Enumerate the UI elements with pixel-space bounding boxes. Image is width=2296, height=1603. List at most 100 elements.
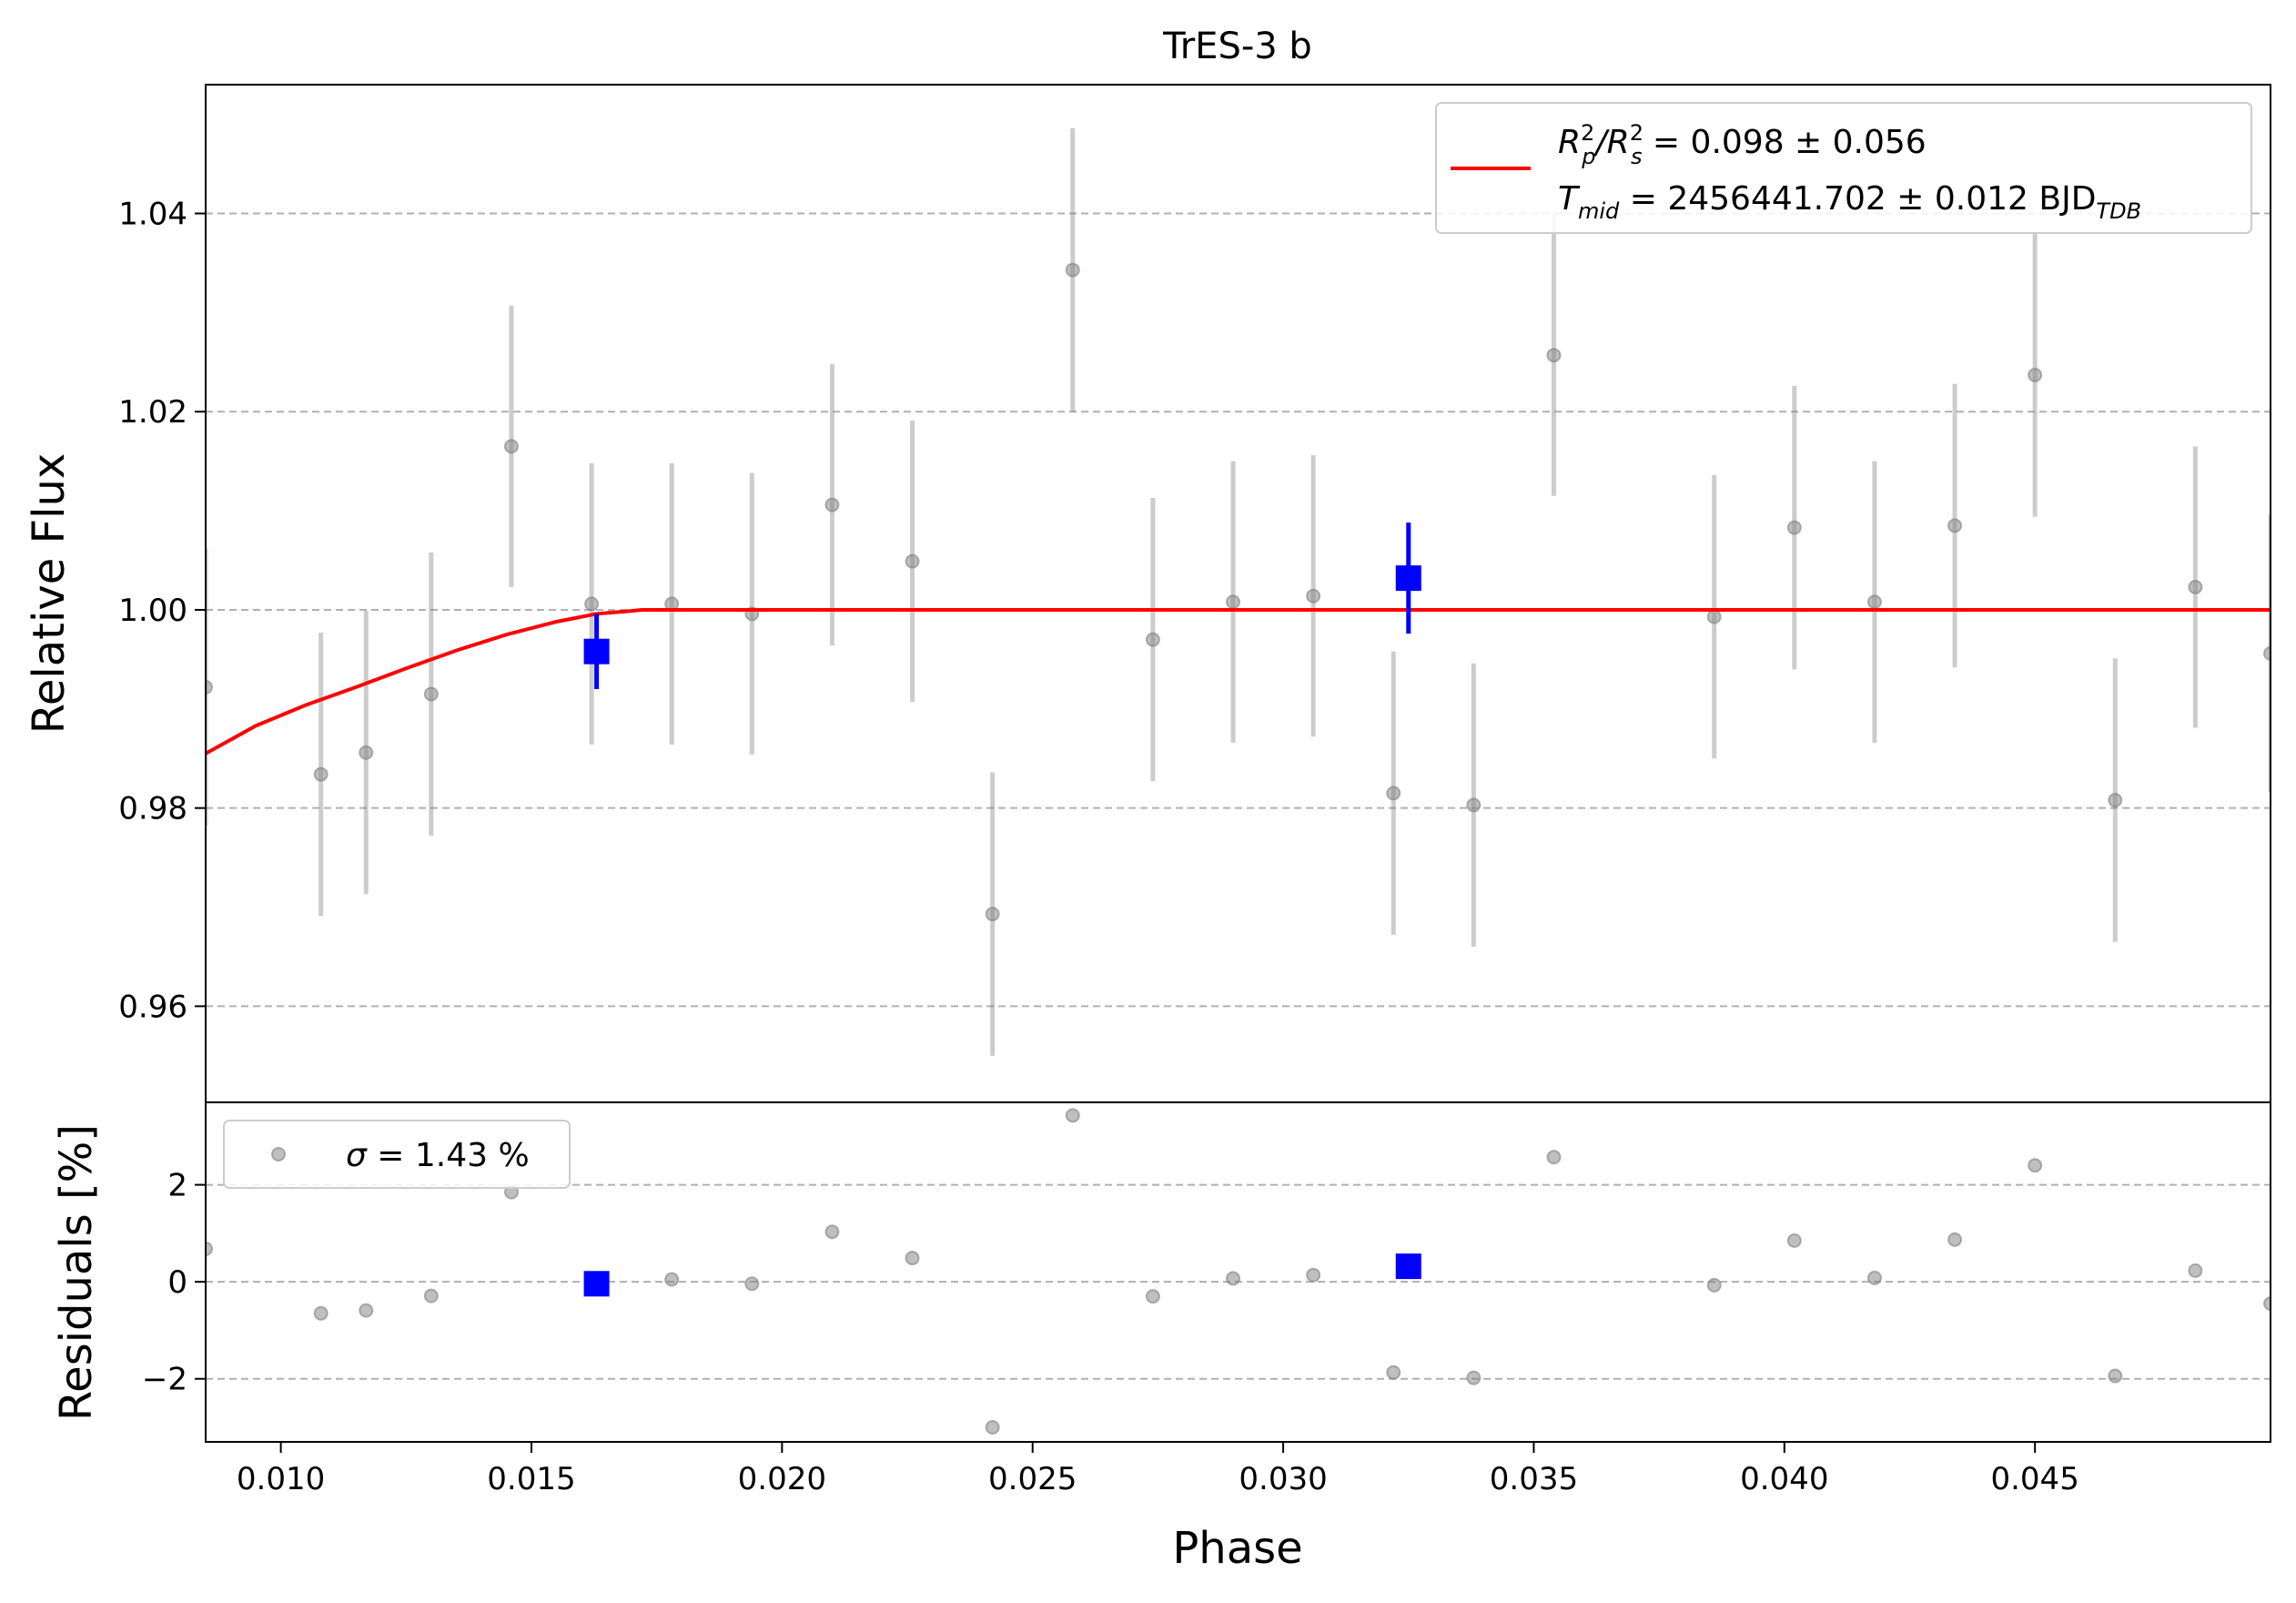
binned-point xyxy=(1395,565,1421,592)
data-point xyxy=(1466,797,1482,813)
residual-point xyxy=(359,1303,374,1318)
residual-legend-value: = 1.43 % xyxy=(367,1137,530,1174)
residual-point xyxy=(2028,1158,2043,1173)
residual-point xyxy=(824,1224,840,1240)
data-point xyxy=(1306,588,1321,604)
main-y-axis-label: Relative Flux xyxy=(24,453,75,735)
legend-depth-text: R2 p/R2 s = 0.098 ± 0.056 xyxy=(1558,120,1927,169)
main-y-axis: 0.96 0.98 1.00 1.02 1.04 xyxy=(118,197,206,1025)
residual-point xyxy=(1786,1233,1802,1248)
residual-point xyxy=(423,1288,439,1304)
x-tick-label: 0.015 xyxy=(487,1461,575,1497)
x-tick-label: 0.045 xyxy=(1990,1461,2079,1497)
phase-x-axis: 0.010 0.015 0.020 0.025 0.030 0.035 0.040 0.045 xyxy=(237,1442,2079,1497)
residual-legend-text: σ = 1.43 % xyxy=(346,1137,530,1174)
data-point xyxy=(359,745,374,760)
main-plot-area xyxy=(206,127,2271,1056)
legend-depth-rp-sub: p xyxy=(1581,144,1595,169)
legend-depth-rs-sub: s xyxy=(1631,144,1643,169)
residual-point xyxy=(985,1420,1000,1436)
data-point xyxy=(2108,792,2123,807)
data-point xyxy=(985,907,1000,922)
residual-panel-frame xyxy=(205,1101,2271,1443)
residual-point xyxy=(744,1276,760,1292)
data-point xyxy=(824,497,840,512)
residual-point xyxy=(905,1251,920,1266)
residual-point xyxy=(1225,1271,1240,1286)
data-point xyxy=(1706,609,1722,624)
residual-point xyxy=(313,1305,329,1321)
data-point xyxy=(1786,520,1802,535)
residual-binned-point xyxy=(583,1271,610,1297)
x-tick-label: 0.040 xyxy=(1740,1461,1828,1497)
residual-legend: σ = 1.43 % xyxy=(223,1120,571,1189)
main-legend: R2 p/R2 s = 0.098 ± 0.056 Tmid = 2456441.7… xyxy=(1435,102,2252,234)
residual-y-axis-label: Residuals [%] xyxy=(51,1124,102,1421)
main-y-tick-label: 1.04 xyxy=(118,197,187,233)
residual-binned-point xyxy=(1395,1253,1421,1280)
residual-point xyxy=(1145,1289,1160,1304)
x-tick-label: 0.035 xyxy=(1490,1461,1578,1497)
main-legend-box xyxy=(1435,102,2252,234)
residual-point xyxy=(2263,1296,2271,1312)
residual-point xyxy=(1866,1270,1882,1285)
residual-point xyxy=(2108,1368,2123,1384)
data-point xyxy=(2188,579,2203,594)
residual-point xyxy=(1306,1267,1321,1283)
data-point xyxy=(503,439,519,454)
legend-tmid-sub: mid xyxy=(1578,198,1620,224)
legend-tmid-value: = 2456441.702 ± 0.012 BJD xyxy=(1619,180,2096,218)
legend-tmid-symbol: T xyxy=(1558,180,1581,218)
legend-tmid-text: Tmid = 2456441.702 ± 0.012 BJDTDB xyxy=(1558,180,2141,224)
x-axis-label: Phase xyxy=(1172,1523,1302,1574)
residual-legend-box xyxy=(223,1120,571,1189)
data-point xyxy=(2263,645,2271,661)
residual-point xyxy=(1466,1370,1482,1385)
data-point xyxy=(206,679,213,695)
main-y-tick-label: 0.98 xyxy=(118,791,187,827)
residual-legend-sigma: σ xyxy=(346,1137,368,1174)
residual-point xyxy=(1546,1150,1562,1165)
x-tick-label: 0.025 xyxy=(988,1461,1077,1497)
data-point xyxy=(1145,632,1160,647)
data-point xyxy=(905,553,920,569)
residual-y-tick-label: 2 xyxy=(167,1168,187,1204)
data-point xyxy=(1065,262,1080,278)
residual-y-tick-label: −2 xyxy=(142,1362,187,1398)
transit-model-line xyxy=(206,608,2271,756)
residual-point xyxy=(1947,1232,1963,1247)
x-tick-label: 0.010 xyxy=(237,1461,325,1497)
main-y-tick-label: 0.96 xyxy=(118,989,187,1025)
main-y-tick-label: 1.02 xyxy=(118,394,187,431)
main-panel-frame xyxy=(205,84,2271,1103)
residual-legend-marker xyxy=(271,1147,286,1162)
legend-depth-rp: R xyxy=(1558,124,1581,161)
residual-point xyxy=(2188,1263,2203,1278)
data-point xyxy=(1866,594,1882,610)
residual-point xyxy=(1706,1277,1722,1293)
data-point xyxy=(584,596,600,612)
legend-depth-rs-sup: 2 xyxy=(1630,120,1644,146)
residual-point xyxy=(664,1272,680,1287)
data-point xyxy=(1225,594,1240,610)
x-tick-label: 0.020 xyxy=(738,1461,826,1497)
data-point xyxy=(1386,786,1401,801)
x-tick-label: 0.030 xyxy=(1239,1461,1327,1497)
data-point xyxy=(1546,348,1562,363)
main-y-tick-label: 1.00 xyxy=(118,593,187,629)
residual-point xyxy=(206,1241,213,1256)
data-point xyxy=(1947,518,1963,533)
legend-depth-rs: /R xyxy=(1593,124,1630,161)
residual-point xyxy=(1386,1365,1401,1380)
legend-depth-value: = 0.098 ± 0.056 xyxy=(1642,124,1926,161)
binned-point xyxy=(583,638,610,665)
data-point xyxy=(313,766,329,782)
residual-point xyxy=(1065,1108,1080,1123)
legend-depth-rp-sup: 2 xyxy=(1581,120,1594,146)
data-point xyxy=(423,686,439,702)
legend-tmid-unit-sub: TDB xyxy=(2096,198,2141,224)
residual-plot-area xyxy=(206,1108,2271,1436)
chart-title: TrES-3 b xyxy=(1162,25,1312,67)
data-point xyxy=(2028,367,2043,382)
